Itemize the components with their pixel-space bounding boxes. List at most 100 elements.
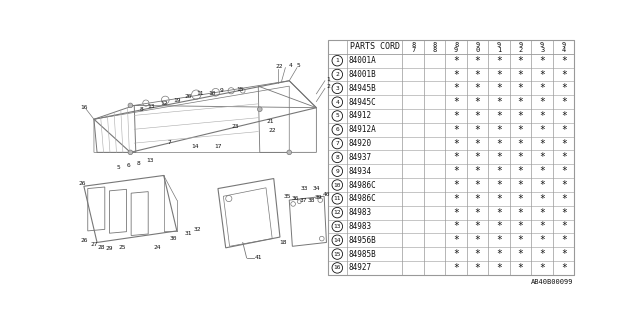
Text: *: * [540,97,545,107]
Text: 34: 34 [312,186,320,191]
Text: 5: 5 [117,165,120,170]
Text: *: * [540,194,545,204]
Text: 21: 21 [266,119,274,124]
Text: 12: 12 [333,210,341,215]
Text: *: * [518,235,524,245]
Text: 14: 14 [191,144,198,149]
Text: *: * [518,249,524,259]
Text: 13: 13 [148,104,155,109]
Text: *: * [496,69,502,79]
Text: 10: 10 [208,91,216,96]
Text: AB40B00099: AB40B00099 [531,279,573,285]
Text: *: * [561,235,566,245]
Text: *: * [453,125,459,135]
Text: *: * [496,83,502,93]
Text: 27: 27 [90,242,98,247]
Text: 23: 23 [231,124,239,130]
Text: *: * [561,208,566,218]
Text: 8: 8 [335,155,339,160]
Text: *: * [561,263,566,273]
Text: 10: 10 [333,182,341,188]
Text: *: * [475,263,481,273]
Text: 84945B: 84945B [349,84,377,93]
Text: *: * [540,139,545,148]
Text: 84985B: 84985B [349,250,377,259]
Text: 20: 20 [185,94,192,100]
Text: *: * [540,166,545,176]
Text: 14: 14 [333,238,341,243]
Text: *: * [540,208,545,218]
Text: 15: 15 [333,252,341,257]
Text: 84927: 84927 [349,263,372,272]
Text: 84986C: 84986C [349,194,377,203]
Text: 9: 9 [220,88,224,93]
Text: 1: 1 [335,58,339,63]
Text: *: * [561,166,566,176]
Text: 31: 31 [185,231,192,236]
Text: 3: 3 [540,47,544,53]
Text: 84001B: 84001B [349,70,377,79]
Text: *: * [561,180,566,190]
Text: *: * [561,194,566,204]
Text: 1: 1 [497,47,501,53]
Text: *: * [496,194,502,204]
Text: 84956B: 84956B [349,236,377,245]
Text: 8: 8 [140,107,144,112]
Text: 6: 6 [126,163,130,168]
Text: *: * [540,152,545,162]
Text: 4: 4 [335,100,339,105]
Text: *: * [475,152,481,162]
Text: 5: 5 [335,114,339,118]
Text: *: * [561,83,566,93]
Text: 84920: 84920 [349,139,372,148]
Text: 8: 8 [454,42,458,48]
Text: *: * [540,83,545,93]
Text: *: * [496,235,502,245]
Text: 19: 19 [173,98,180,102]
Text: *: * [496,166,502,176]
Text: *: * [475,180,481,190]
Text: *: * [475,249,481,259]
Text: 84945C: 84945C [349,98,377,107]
Text: 9: 9 [561,42,566,48]
Text: 84983: 84983 [349,208,372,217]
Circle shape [128,150,132,155]
Text: 26: 26 [80,238,88,244]
Text: *: * [453,235,459,245]
Text: *: * [496,111,502,121]
Circle shape [128,103,132,108]
Text: *: * [453,180,459,190]
Text: *: * [496,125,502,135]
Bar [328,40,575,275]
Text: 5: 5 [297,63,300,68]
Text: *: * [518,56,524,66]
Text: *: * [453,83,459,93]
Text: 18: 18 [279,240,287,245]
Text: *: * [453,194,459,204]
Text: 8: 8 [433,42,436,48]
Text: *: * [453,166,459,176]
Text: *: * [453,221,459,231]
Text: *: * [453,152,459,162]
Text: *: * [496,221,502,231]
Text: 25: 25 [119,245,126,250]
Text: 22: 22 [268,128,276,133]
Text: *: * [475,221,481,231]
Text: 33: 33 [301,186,308,191]
Text: *: * [540,125,545,135]
Text: *: * [496,208,502,218]
Text: 8: 8 [433,47,436,53]
Text: *: * [540,221,545,231]
Text: *: * [561,125,566,135]
Text: *: * [496,56,502,66]
Text: *: * [518,263,524,273]
Text: *: * [540,69,545,79]
Text: *: * [475,166,481,176]
Text: 9: 9 [476,42,480,48]
Text: *: * [518,97,524,107]
Text: *: * [496,139,502,148]
Text: *: * [475,139,481,148]
Circle shape [257,107,262,112]
Text: *: * [496,180,502,190]
Text: *: * [518,221,524,231]
